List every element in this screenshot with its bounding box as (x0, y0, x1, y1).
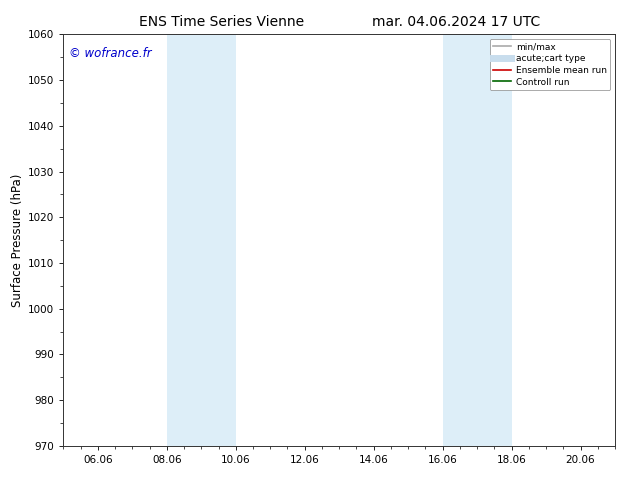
Legend: min/max, acute;cart type, Ensemble mean run, Controll run: min/max, acute;cart type, Ensemble mean … (489, 39, 611, 90)
Text: ENS Time Series Vienne: ENS Time Series Vienne (139, 15, 304, 29)
Bar (167, 34, 202, 446)
Bar (477, 34, 512, 446)
Text: mar. 04.06.2024 17 UTC: mar. 04.06.2024 17 UTC (372, 15, 541, 29)
Text: © wofrance.fr: © wofrance.fr (69, 47, 152, 60)
Y-axis label: Surface Pressure (hPa): Surface Pressure (hPa) (11, 173, 24, 307)
Bar (202, 34, 236, 446)
Bar (443, 34, 477, 446)
